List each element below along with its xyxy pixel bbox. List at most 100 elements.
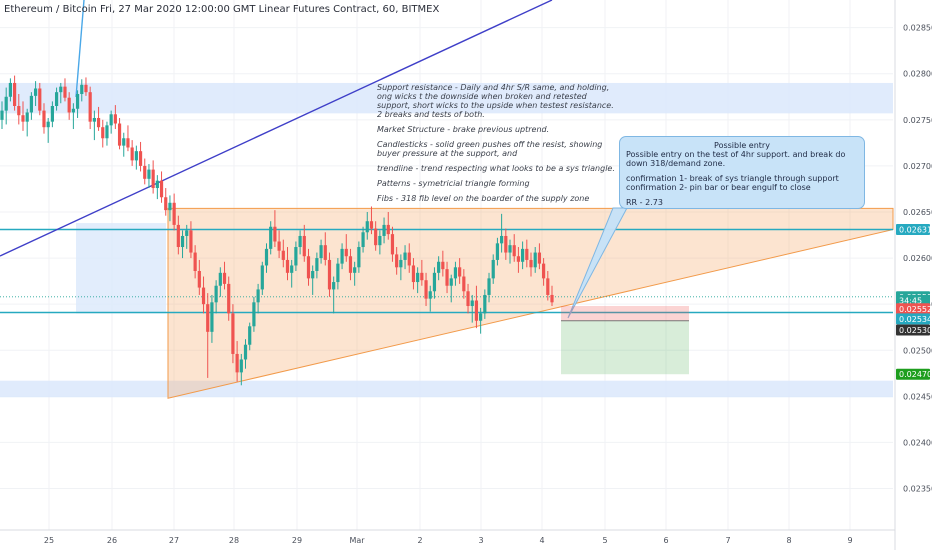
candle-body	[273, 226, 277, 242]
callout-rr: RR - 2.73	[626, 198, 663, 207]
price-tags: 0.026310.0255834:450.025520.025340.02530…	[896, 224, 932, 380]
candle-body	[101, 127, 105, 139]
candle-body	[155, 180, 159, 189]
candle	[470, 294, 474, 323]
chart-title: Ethereum / Bitcoin Fri, 27 Mar 2020 12:0…	[4, 4, 440, 15]
candle	[17, 94, 21, 125]
candle	[235, 341, 239, 382]
candle	[332, 276, 336, 314]
candle-body	[147, 169, 151, 179]
entry-callout[interactable]: Possible entry Possible entry on the tes…	[619, 136, 865, 209]
consolidation-box	[76, 223, 166, 314]
candle-body	[88, 92, 92, 122]
candle	[92, 110, 96, 141]
candle-body	[227, 283, 231, 314]
fib-leg-line	[75, 0, 85, 98]
candle	[180, 230, 185, 259]
candle-body	[348, 256, 353, 273]
price-tag-bg	[896, 313, 930, 325]
candle-body	[479, 313, 483, 321]
candle-body	[525, 248, 529, 260]
candle	[445, 261, 449, 294]
candle	[197, 259, 201, 295]
candle	[42, 103, 46, 134]
candle	[336, 258, 340, 290]
candle	[403, 245, 407, 270]
supply-zone	[0, 82, 893, 114]
symmetrical-triangle	[167, 207, 894, 399]
candle-body	[130, 147, 134, 161]
take-profit-zone	[561, 320, 689, 375]
candle-body	[512, 245, 516, 257]
candle	[143, 158, 147, 185]
candle	[542, 258, 546, 286]
candle	[185, 224, 189, 249]
candle	[59, 82, 63, 104]
candle-body	[117, 123, 122, 146]
candle	[495, 237, 500, 266]
price-tag-bg	[896, 294, 930, 306]
candle	[67, 92, 71, 120]
candle	[348, 248, 353, 281]
candle-body	[122, 138, 126, 146]
candle-body	[21, 115, 25, 122]
candle-body	[546, 278, 550, 295]
trendlines	[0, 0, 628, 319]
candle	[12, 75, 17, 111]
candle	[487, 272, 491, 303]
candle	[193, 245, 197, 279]
candle-body	[29, 95, 33, 113]
candle	[382, 217, 386, 244]
candle	[311, 265, 315, 295]
candle	[88, 86, 92, 130]
candle-body	[323, 245, 327, 260]
candle-body	[416, 272, 420, 283]
candle	[168, 195, 172, 222]
candle-body	[437, 261, 441, 273]
stop-loss-zone	[561, 306, 689, 321]
x-tick-label: 26	[107, 536, 117, 545]
candle-body	[159, 180, 164, 198]
candle-body	[399, 259, 403, 268]
candle	[239, 353, 243, 386]
candle	[504, 228, 508, 260]
candle-body	[432, 272, 437, 292]
candle	[361, 226, 365, 253]
candle-body	[260, 265, 264, 290]
candle	[75, 90, 80, 118]
x-tick-label: Mar	[349, 536, 365, 545]
risk-reward-box	[561, 306, 689, 375]
candle	[416, 267, 420, 294]
candle	[483, 289, 487, 319]
candle-body	[4, 96, 8, 111]
candle-body	[126, 138, 130, 148]
candle-body	[315, 258, 319, 271]
note-candlesticks: Candlesticks - solid green pushes off th…	[377, 140, 603, 158]
candle-body	[369, 221, 374, 229]
candle	[71, 103, 75, 130]
candle-body	[395, 254, 399, 268]
candle	[164, 188, 168, 216]
candle-body	[445, 269, 449, 286]
candle	[63, 78, 67, 102]
candle-body	[403, 252, 407, 260]
candle	[285, 247, 290, 281]
candle-body	[33, 88, 38, 96]
candle-body	[168, 202, 172, 211]
candle	[252, 296, 256, 332]
candle-body	[264, 248, 269, 266]
candle	[525, 239, 529, 268]
candle-body	[231, 313, 235, 354]
candle-body	[185, 230, 189, 236]
candle	[218, 267, 222, 297]
candle	[260, 261, 264, 295]
candle-body	[466, 291, 470, 307]
note-patterns: Patterns - symetricial triangle forming	[377, 179, 530, 188]
callout-pointer	[567, 207, 628, 319]
candle-body	[441, 261, 445, 270]
candle-body	[411, 265, 416, 283]
triangle-pattern	[167, 207, 894, 399]
